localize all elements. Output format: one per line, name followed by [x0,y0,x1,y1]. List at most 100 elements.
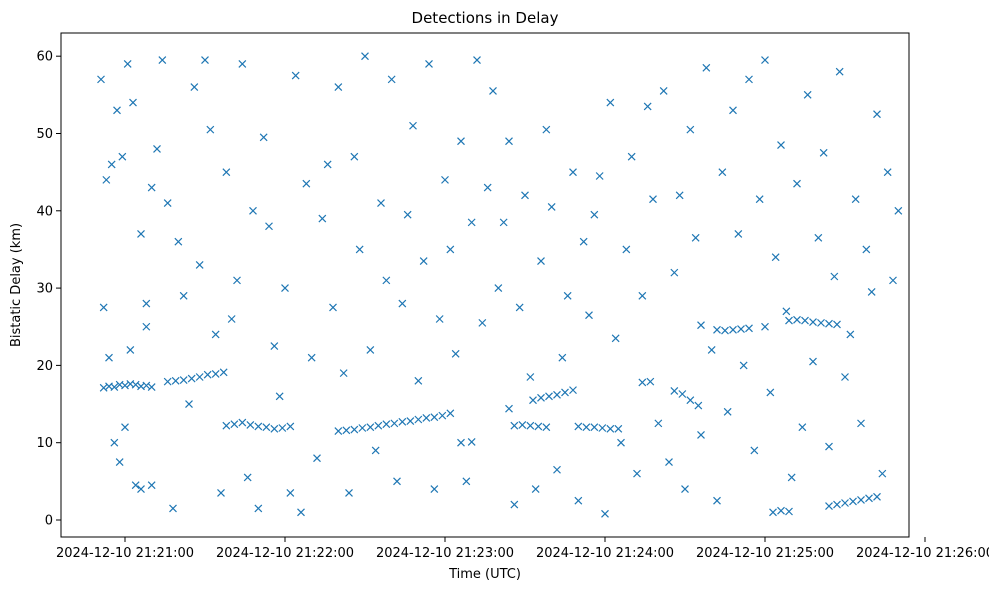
data-point [750,446,759,455]
data-point [675,191,684,200]
data-point [462,477,471,486]
data-point [211,369,220,378]
data-point [350,152,359,161]
data-point [849,497,857,506]
data-point [785,316,793,325]
data-point [883,168,892,177]
data-point [222,168,231,177]
data-point [723,407,732,416]
chart-title: Detections in Delay [412,9,559,27]
data-point [366,346,375,354]
data-point [179,376,188,385]
data-point [107,160,116,169]
x-tick-label: 2024-12-10 21:22:00 [216,546,354,561]
data-point [814,233,823,242]
data-point [614,424,623,433]
data-point [678,390,687,398]
data-point [833,320,841,329]
data-point [254,504,263,513]
data-point [553,465,561,474]
data-point [398,299,407,308]
data-point [691,233,700,242]
data-point [518,420,527,429]
data-point [147,481,156,490]
data-point [190,83,199,92]
data-point [246,420,255,429]
data-point [526,373,535,381]
data-points [97,52,903,518]
data-point [777,141,785,150]
data-point [585,311,593,320]
data-point [817,318,825,327]
data-point [755,195,764,204]
data-point [793,315,801,324]
data-point [201,56,209,64]
data-point [169,504,177,513]
data-point [137,230,145,238]
data-point [374,421,383,430]
data-point [638,291,647,300]
data-point [521,191,529,200]
data-point [105,353,113,362]
data-point [297,508,305,517]
data-point [590,423,599,432]
data-point [841,373,849,381]
data-point [835,67,844,76]
data-point [777,506,785,515]
data-point [681,485,689,493]
data-point [473,56,481,64]
data-point [230,420,239,429]
data-point [403,210,412,219]
data-point [99,383,108,392]
data-point [142,322,151,331]
data-point [737,325,745,333]
data-point [187,374,196,383]
data-point [483,183,492,192]
data-point [627,152,636,161]
data-point [366,423,375,432]
data-point [211,330,220,339]
y-tick-label: 60 [36,50,53,65]
data-point [414,376,423,385]
data-point [121,423,129,432]
data-point [574,496,583,505]
data-point [801,316,809,325]
plot-area-frame [60,32,910,538]
data-point [686,125,695,134]
data-point [729,325,737,334]
data-point [398,417,407,426]
data-point [110,383,119,391]
data-point [713,325,721,334]
data-point [563,291,572,300]
data-point [830,272,839,281]
data-point [785,507,793,516]
data-point [238,418,247,427]
y-tick-label: 20 [36,359,53,374]
data-point [97,75,105,84]
data-point [361,52,369,61]
data-point [430,413,439,422]
data-point [561,388,569,397]
data-point [334,427,343,436]
data-point [342,426,351,435]
data-point [203,370,212,379]
data-point [553,390,561,399]
data-point [275,392,284,401]
data-point [649,195,657,204]
data-point [606,424,615,433]
data-point [414,415,423,424]
data-point [702,63,711,72]
x-axis-title: Time (UTC) [448,567,521,582]
data-point [505,137,513,146]
data-point [857,495,865,504]
data-point [227,315,236,323]
data-point [270,424,279,433]
data-point [131,380,140,389]
data-point [769,508,777,517]
data-point [865,494,873,503]
data-point [771,253,780,262]
data-point [537,257,545,265]
data-point [894,206,903,215]
